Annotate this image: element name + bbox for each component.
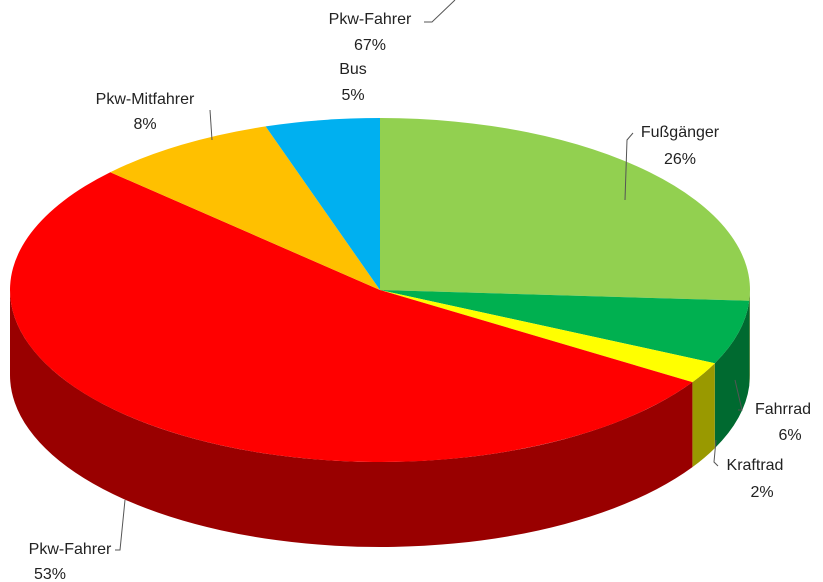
slice-side: [692, 363, 715, 468]
slice-side: [714, 300, 750, 449]
leader-line: [713, 439, 719, 467]
value-label: 2%: [750, 484, 773, 501]
leader-line: [734, 379, 743, 411]
leader-line: [209, 109, 213, 141]
annotation-value: 67%: [354, 37, 386, 54]
value-label: 53%: [34, 566, 66, 582]
slice: [265, 118, 380, 290]
category-label: Kraftrad: [727, 457, 784, 474]
labels: Fußgänger 26% Fahrrad 6% Kraftrad 2% Pkw-Fahre…: [29, 0, 811, 582]
leader-line: [424, 0, 456, 23]
value-label: 8%: [133, 116, 156, 133]
slice: [380, 290, 750, 364]
category-label: Bus: [339, 61, 367, 78]
annotation-text: Pkw-Fahrer: [329, 11, 412, 28]
category-label: Pkw-Mitfahrer: [96, 91, 195, 108]
value-label: 5%: [341, 87, 364, 104]
category-label: Fahrrad: [755, 401, 811, 418]
value-label: 6%: [778, 427, 801, 444]
pie-tops: [9, 118, 750, 463]
slice: [380, 118, 750, 301]
slice-side: [749, 290, 750, 386]
slice: [380, 290, 715, 383]
category-label: Pkw-Fahrer: [29, 541, 112, 558]
leader-line: [115, 499, 126, 551]
pie-sides: [10, 290, 750, 547]
slice: [110, 126, 380, 291]
category-label: Fußgänger: [641, 124, 720, 141]
slice: [9, 172, 693, 463]
slice-side: [10, 290, 693, 547]
leader-line: [624, 132, 634, 201]
value-label: 26%: [664, 151, 696, 168]
